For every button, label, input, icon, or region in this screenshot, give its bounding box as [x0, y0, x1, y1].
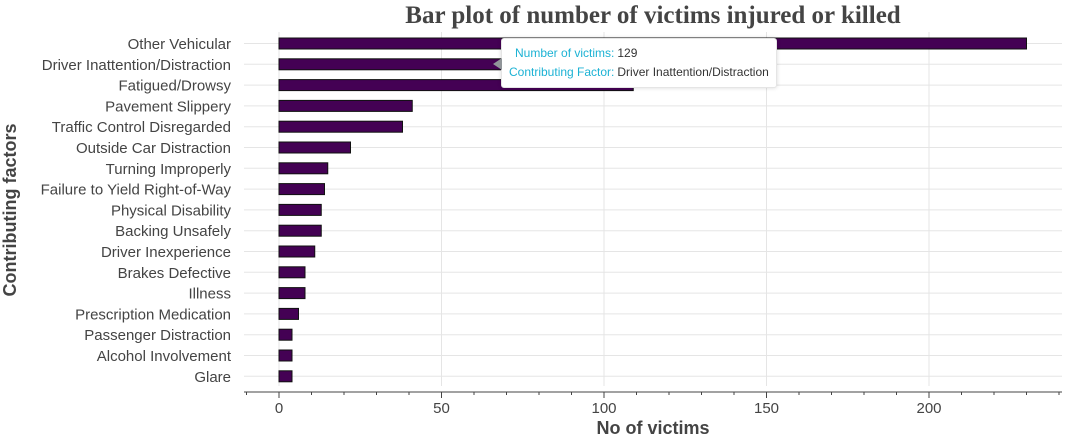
tooltip-victims-label: Number of victims:: [515, 46, 615, 60]
category-label: Brakes Defective: [118, 265, 231, 282]
bar-physical-disability[interactable]: [278, 203, 322, 216]
tooltip-row-factor: Contributing Factor: Driver Inattention/…: [509, 63, 769, 82]
bar-failure-to-yield-right-of-way[interactable]: [278, 183, 325, 196]
category-label: Turning Improperly: [106, 161, 232, 178]
hover-tooltip: Number of victims: 129 Contributing Fact…: [493, 38, 777, 88]
bar-alcohol-involvement[interactable]: [278, 349, 293, 362]
y-axis-title: Contributing factors: [0, 124, 20, 297]
bar-glare[interactable]: [278, 370, 293, 383]
x-axis-title: No of victims: [596, 418, 709, 437]
tooltip-row-victims: Number of victims: 129: [509, 44, 769, 63]
x-ticks: 0 50 100 150 200: [246, 392, 1060, 417]
category-label: Traffic Control Disregarded: [52, 119, 231, 136]
bar-brakes-defective[interactable]: [278, 266, 306, 279]
category-label: Passenger Distraction: [84, 327, 231, 344]
bar-outside-car-distraction[interactable]: [278, 141, 351, 154]
category-label: Fatigued/Drowsy: [118, 78, 231, 95]
category-label: Driver Inattention/Distraction: [42, 57, 231, 74]
x-tick-label: 50: [433, 400, 450, 417]
category-label: Other Vehicular: [128, 36, 231, 53]
tooltip-factor-label: Contributing Factor:: [509, 65, 615, 79]
category-label: Outside Car Distraction: [76, 140, 231, 157]
x-tick-label: 150: [754, 400, 779, 417]
category-label: Alcohol Involvement: [97, 348, 232, 365]
bar-traffic-control-disregarded[interactable]: [278, 120, 403, 133]
tooltip-victims-value: 129: [617, 46, 638, 60]
bar-prescription-medication[interactable]: [278, 307, 299, 320]
category-labels: Other Vehicular Driver Inattention/Distra…: [41, 36, 232, 386]
x-tick-label: 0: [275, 400, 283, 417]
category-label: Physical Disability: [111, 202, 232, 219]
bar-turning-improperly[interactable]: [278, 162, 329, 175]
tooltip-factor-value: Driver Inattention/Distraction: [617, 65, 769, 79]
chart-title: Bar plot of number of victims injured or…: [405, 2, 900, 29]
bar-illness[interactable]: [278, 287, 306, 300]
bar-passenger-distraction[interactable]: [278, 328, 293, 341]
bar-pavement-slippery[interactable]: [278, 99, 413, 112]
category-label: Pavement Slippery: [105, 98, 231, 115]
category-label: Driver Inexperience: [101, 244, 231, 261]
tooltip-arrow-icon: [493, 58, 502, 70]
category-label: Glare: [194, 369, 231, 386]
x-tick-label: 200: [916, 400, 941, 417]
category-label: Failure to Yield Right-of-Way: [41, 182, 232, 199]
category-label: Backing Unsafely: [115, 223, 231, 240]
category-label: Illness: [188, 286, 231, 303]
bar-driver-inexperience[interactable]: [278, 245, 316, 258]
bar-backing-unsafely[interactable]: [278, 224, 322, 237]
x-tick-label: 100: [591, 400, 616, 417]
category-label: Prescription Medication: [75, 306, 231, 323]
